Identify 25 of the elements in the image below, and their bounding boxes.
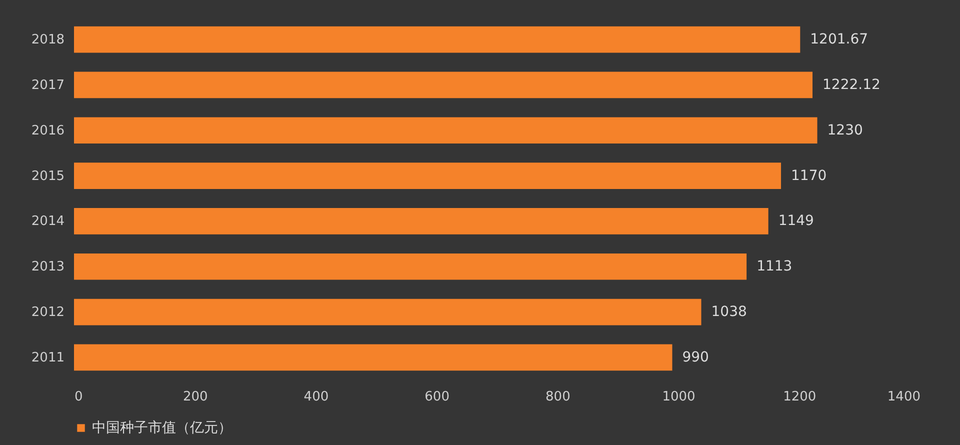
x-tick-label: 800 bbox=[546, 390, 570, 404]
data-label: 1149 bbox=[778, 213, 814, 230]
y-tick-label: 2015 bbox=[31, 168, 64, 184]
y-tick-label: 2013 bbox=[31, 260, 64, 275]
y-tick-label: 2016 bbox=[31, 123, 64, 138]
x-tick-label: 200 bbox=[182, 390, 208, 404]
y-tick-label: 2014 bbox=[31, 214, 64, 230]
data-label: 1038 bbox=[711, 304, 747, 320]
x-tick-label: 400 bbox=[304, 390, 329, 404]
x-tick-label: 1200 bbox=[783, 390, 816, 404]
legend-label: 中国种子市值（亿元） bbox=[92, 420, 232, 436]
data-label: 1113 bbox=[756, 258, 792, 275]
data-label: 1222.12 bbox=[822, 76, 880, 93]
data-label: 1201.67 bbox=[810, 32, 868, 48]
x-tick-label: 1000 bbox=[662, 390, 696, 404]
x-tick-label: 1400 bbox=[887, 390, 920, 404]
data-label: 1230 bbox=[827, 122, 863, 138]
y-tick-label: 2012 bbox=[31, 305, 64, 320]
y-tick-label: 2017 bbox=[31, 78, 64, 93]
y-tick-label: 2018 bbox=[31, 32, 64, 48]
x-tick-label: 600 bbox=[424, 390, 450, 404]
data-label: 990 bbox=[682, 349, 709, 366]
data-label: 1170 bbox=[791, 168, 827, 184]
y-tick-label: 2011 bbox=[31, 350, 64, 366]
x-tick-label: 0 bbox=[74, 390, 83, 404]
